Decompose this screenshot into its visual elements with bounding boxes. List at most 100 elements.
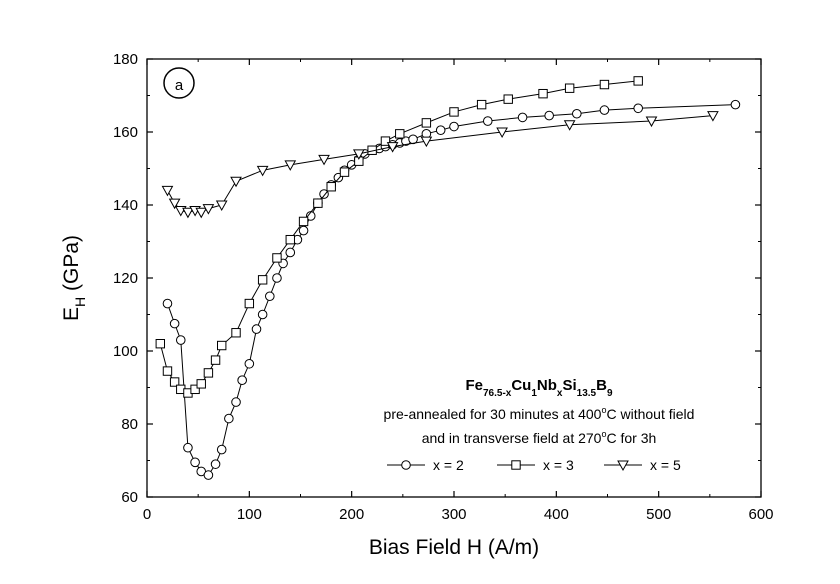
series-triangle-down [161,111,719,219]
superscript: o [601,429,606,439]
data-point [216,444,227,455]
y-tick-label: 80 [121,416,138,433]
data-point [210,355,221,365]
legend-label: x = 3 [543,457,574,473]
data-point [272,253,282,263]
data-point [196,379,206,389]
legend-label: x = 2 [433,457,464,473]
data-point [319,189,329,199]
data-point [169,377,180,387]
data-point [633,76,643,86]
data-point [203,470,214,480]
data-point [298,225,309,236]
series-circle [162,99,741,480]
data-point [210,459,221,469]
y-tick-label: 140 [113,197,138,214]
data-point [272,273,282,283]
data-point [256,165,269,177]
data-point [162,366,173,376]
data-point [449,107,459,117]
series-line [159,80,639,394]
data-point [217,340,227,351]
x-tick-label: 600 [748,506,773,523]
data-point [169,318,180,329]
data-point [572,108,582,119]
y-tick-label: 100 [113,343,138,360]
data-point [251,324,262,334]
legend-marker [511,460,521,470]
data-point [352,149,365,160]
data-point [285,247,296,258]
data-point [564,83,575,93]
x-tick-label: 0 [143,506,151,523]
legend-item: x = 5 [604,457,681,473]
data-point [231,328,241,338]
y-axis-title-unit: (GPa) [60,235,83,297]
y-tick-label: 180 [113,51,138,68]
panel-label: a [175,77,184,94]
formula-element: Cu [511,377,531,394]
x-tick-label: 200 [339,506,364,523]
data-point [544,110,554,121]
y-axis-title-symbol: E [60,307,83,321]
annotation-text: pre-annealed for 30 minutes at 400 [384,406,602,422]
data-point [183,442,193,453]
data-point [476,99,487,110]
data-point [203,368,214,378]
legend-label: x = 5 [650,457,681,473]
data-point [284,160,297,171]
annealing-condition-2: and in transverse field at 270oC for 3h [422,429,657,446]
data-point [231,397,241,407]
x-tick-label: 400 [544,506,569,523]
data-point [182,207,194,219]
data-point [326,182,336,192]
data-point [162,298,173,309]
formula-element: Nb [537,377,557,394]
data-point [155,339,166,349]
data-point [257,309,268,320]
legend-item: x = 2 [387,457,464,473]
formula-subscript: x [557,388,563,399]
data-point [318,154,330,166]
data-point [161,185,174,197]
data-point [538,88,548,99]
data-point [482,116,493,126]
data-point [645,116,658,128]
formula-subscript: 1 [531,388,537,399]
series-square [155,76,643,398]
series-layer [155,76,741,480]
legend-marker [617,460,629,472]
legend-item: x = 3 [497,457,574,473]
formula-element: B [596,377,607,394]
data-point [421,118,432,128]
y-axis-title-subscript: H [72,297,88,307]
axes [146,58,762,498]
data-point [190,384,200,395]
data-point [265,291,275,302]
data-point [313,198,323,208]
data-point [730,99,741,110]
data-point [496,127,508,139]
x-axis-title: Bias Field H (A/m) [369,536,539,559]
y-tick-label: 60 [121,489,138,506]
annealing-condition-1: pre-annealed for 30 minutes at 400oC wit… [384,405,695,422]
superscript: o [601,405,606,415]
legend-marker [401,460,411,470]
data-point [563,120,576,131]
data-point [707,111,719,122]
y-tick-label: 160 [113,124,138,141]
panel-label-circle [163,67,195,99]
x-tick-label: 300 [441,506,466,523]
y-tick-label: 120 [113,270,138,287]
x-tick-label: 500 [646,506,671,523]
data-point [395,129,405,139]
data-point [244,358,255,369]
y-axis-title: EH (GPa) [60,235,88,321]
data-point [633,103,644,114]
data-point [230,176,242,188]
data-point [599,105,610,115]
annotation-text: C without field [607,406,695,422]
data-point [244,298,255,309]
data-point [202,204,215,215]
